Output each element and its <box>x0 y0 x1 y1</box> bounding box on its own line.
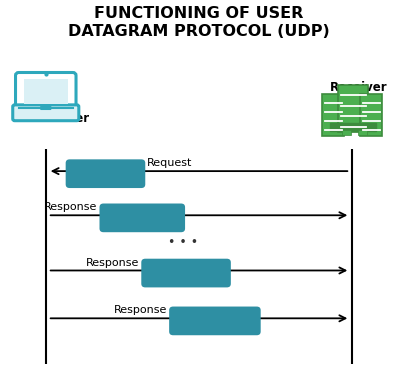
FancyBboxPatch shape <box>40 106 51 110</box>
FancyBboxPatch shape <box>66 159 145 188</box>
FancyBboxPatch shape <box>330 123 376 131</box>
FancyBboxPatch shape <box>360 94 382 136</box>
Text: • • •: • • • <box>168 236 198 249</box>
FancyBboxPatch shape <box>322 94 344 136</box>
Text: Response: Response <box>44 202 98 212</box>
Text: Request: Request <box>147 158 193 168</box>
Text: Response: Response <box>114 305 167 315</box>
Text: Receiver: Receiver <box>330 81 388 94</box>
FancyBboxPatch shape <box>358 130 367 135</box>
FancyBboxPatch shape <box>141 259 231 287</box>
FancyBboxPatch shape <box>169 307 261 335</box>
Text: FUNCTIONING OF USER
DATAGRAM PROTOCOL (UDP): FUNCTIONING OF USER DATAGRAM PROTOCOL (U… <box>68 6 330 39</box>
FancyBboxPatch shape <box>13 105 79 121</box>
FancyBboxPatch shape <box>342 130 351 135</box>
FancyBboxPatch shape <box>24 79 68 104</box>
Text: Sender: Sender <box>42 112 89 125</box>
FancyBboxPatch shape <box>338 85 368 132</box>
FancyBboxPatch shape <box>100 204 185 232</box>
FancyBboxPatch shape <box>16 72 76 111</box>
Text: Response: Response <box>86 258 139 268</box>
